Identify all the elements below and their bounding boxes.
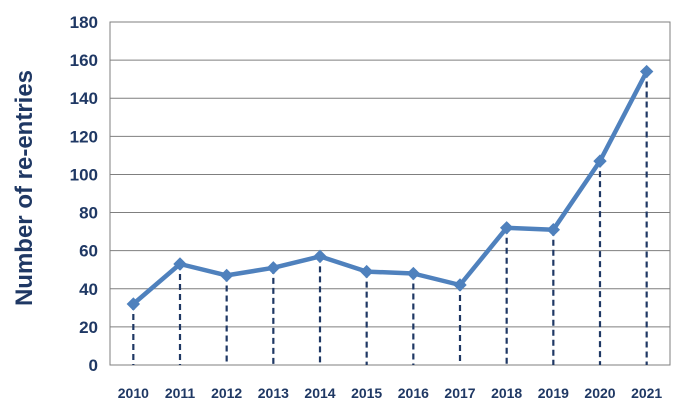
data-point-2016 bbox=[406, 266, 421, 281]
x-tick-label: 2016 bbox=[398, 385, 429, 401]
plot-area-border bbox=[109, 21, 671, 366]
data-point-2018 bbox=[499, 221, 514, 235]
x-tick-label: 2012 bbox=[211, 385, 242, 401]
data-point-2019 bbox=[546, 222, 561, 237]
y-tick-label: 140 bbox=[70, 89, 98, 108]
data-point-2012 bbox=[219, 268, 234, 283]
data-point-2010 bbox=[126, 297, 141, 311]
x-tick-label: 2018 bbox=[491, 385, 522, 401]
y-tick-label: 80 bbox=[79, 204, 98, 223]
y-tick-label: 0 bbox=[89, 356, 98, 375]
y-tick-label: 40 bbox=[79, 280, 98, 299]
drop-lines bbox=[132, 71, 648, 365]
x-tick-label: 2021 bbox=[631, 385, 662, 401]
x-tick-label: 2017 bbox=[444, 385, 475, 401]
x-tick-label: 2013 bbox=[258, 385, 289, 401]
x-axis-ticks: 2010 2011 2012 2013 2014 2015 2016 2017 2018 2019… bbox=[118, 385, 663, 401]
grid-lines bbox=[109, 21, 671, 366]
y-tick-label: 180 bbox=[70, 13, 98, 32]
data-point-2020 bbox=[593, 154, 607, 168]
data-point-2013 bbox=[266, 261, 281, 275]
x-tick-label: 2019 bbox=[538, 385, 569, 401]
data-point-2011 bbox=[173, 257, 187, 271]
x-tick-label: 2011 bbox=[165, 385, 196, 401]
y-tick-label: 120 bbox=[70, 127, 98, 146]
y-tick-label: 20 bbox=[79, 318, 98, 337]
y-tick-label: 60 bbox=[79, 242, 98, 261]
data-point-2021 bbox=[639, 64, 654, 79]
data-point-2015 bbox=[359, 264, 374, 279]
data-point-markers bbox=[126, 64, 654, 311]
x-tick-label: 2010 bbox=[118, 385, 149, 401]
series-line bbox=[131, 69, 649, 307]
x-tick-label: 2020 bbox=[584, 385, 615, 401]
x-tick-label: 2015 bbox=[351, 385, 382, 401]
y-axis-ticks: 0 20 40 60 80 100 120 140 160 180 bbox=[70, 13, 98, 375]
series-line-group bbox=[131, 69, 649, 307]
data-point-2017 bbox=[453, 278, 467, 292]
y-tick-label: 160 bbox=[70, 51, 98, 70]
data-point-2014 bbox=[313, 249, 327, 264]
x-tick-label: 2014 bbox=[304, 385, 335, 401]
y-tick-label: 100 bbox=[70, 165, 98, 184]
y-axis-title: Number of re-entries bbox=[11, 70, 38, 306]
